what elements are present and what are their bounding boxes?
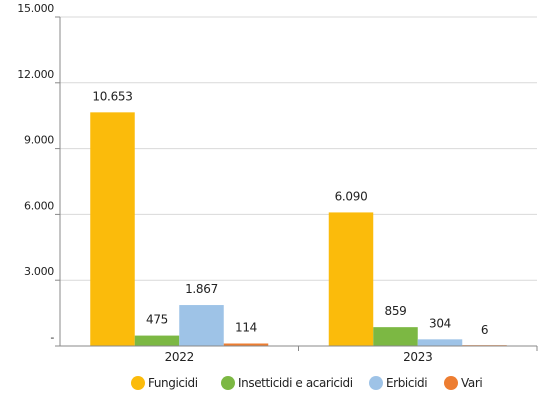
bar-insetticidi-e-acaricidi-2022 [134, 335, 180, 346]
bar-insetticidi-e-acaricidi-2023 [373, 327, 418, 346]
bar-erbicidi-2023 [417, 339, 463, 346]
y-axis: - 3.000 6.000 9.000 12.000 15.000 [17, 2, 61, 347]
data-label: 1.867 [185, 282, 218, 296]
bar-fungicidi-2023 [328, 212, 374, 346]
y-tick-label: - [50, 331, 54, 344]
y-tick-label: 12.000 [17, 68, 54, 81]
legend-marker [221, 376, 235, 390]
data-label: 10.653 [92, 89, 132, 103]
legend-entry: Fungicidi [148, 376, 198, 390]
legend-entry: Insetticidi e acaricidi [238, 376, 353, 390]
x-category-label: 2023 [403, 350, 432, 364]
data-label: 6.090 [335, 189, 368, 203]
legend-entry: Erbicidi [386, 376, 427, 390]
data-label: 304 [429, 316, 451, 330]
data-label: 859 [384, 304, 406, 318]
y-tick-label: 3.000 [24, 265, 54, 278]
data-label: 114 [235, 320, 257, 334]
data-label: 475 [146, 313, 168, 327]
y-tick-label: 15.000 [17, 2, 54, 15]
x-axis: 2022 2023 [60, 345, 538, 364]
legend-marker [131, 376, 145, 390]
legend-marker [444, 376, 458, 390]
bar-vari-2022 [223, 343, 269, 346]
legend-marker [369, 376, 383, 390]
data-label: 6 [481, 323, 488, 337]
y-tick-label: 6.000 [24, 199, 54, 212]
y-tick-label: 9.000 [24, 134, 54, 147]
bar-fungicidi-2022 [90, 112, 135, 346]
bar-erbicidi-2022 [179, 305, 224, 346]
legend-entry: Vari [461, 376, 482, 390]
gridlines [60, 16, 537, 281]
x-category-label: 2022 [165, 350, 194, 364]
legend: Fungicidi Insetticidi e acaricidi Erbicidi… [131, 376, 483, 390]
bars: 10.653 475 1.867 114 6.090 859 304 6 [90, 89, 507, 346]
